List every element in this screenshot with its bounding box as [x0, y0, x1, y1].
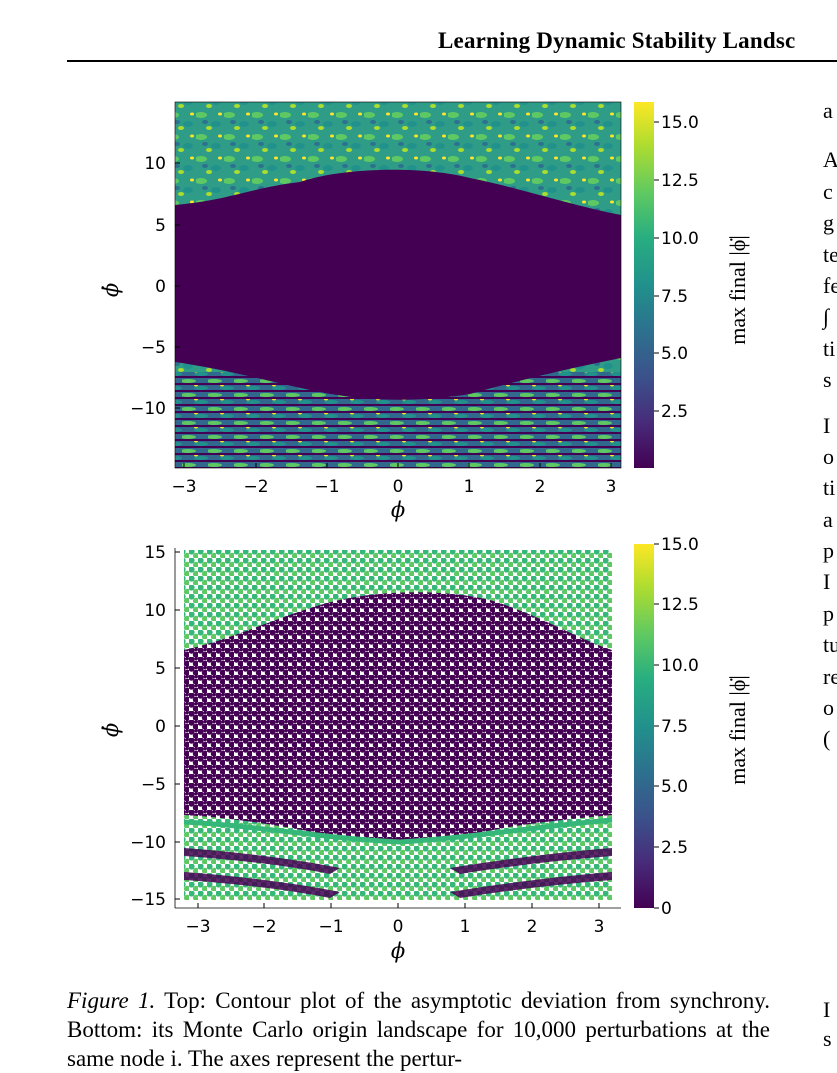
top-ytick: 0	[155, 277, 166, 297]
right-col-line: a	[823, 98, 833, 123]
right-col-line: tu	[823, 632, 837, 658]
bottom-ytick: 0	[155, 717, 166, 737]
top-ylabel: ϕ̇	[99, 283, 123, 297]
bottom-ytick: 15	[144, 543, 166, 563]
top-ytick: −5	[141, 338, 166, 358]
top-ytick: 5	[155, 216, 166, 236]
bottom-xtick: −1	[318, 917, 343, 937]
right-column-bottom: I s	[823, 995, 832, 1053]
right-col-line: A	[823, 147, 837, 173]
top-x-axis: −3 −2 −1 0 1 2 3 ϕ	[171, 463, 616, 522]
caption-label: Figure 1.	[67, 988, 156, 1013]
top-contour-plot	[174, 101, 622, 469]
top-cbtick: 12.5	[661, 171, 699, 191]
right-col-line: ti	[823, 335, 836, 361]
top-xtick: 2	[535, 477, 546, 497]
right-col-line: I	[823, 997, 831, 1022]
top-cbtick: 15.0	[661, 113, 699, 133]
bottom-colorbar: 15.0 12.5 10.0 7.5 5.0 2.5 0 max final |…	[634, 535, 750, 919]
right-col-line: o	[823, 695, 834, 721]
top-cblabel: max final |ϕ̇|	[725, 235, 750, 345]
right-col-line: s	[823, 1026, 832, 1051]
top-cbtick: 5.0	[661, 344, 688, 364]
top-cbtick: 2.5	[661, 402, 688, 422]
right-col-line: fe	[823, 272, 837, 298]
top-ytick: 10	[144, 154, 166, 174]
top-xtick: −1	[314, 477, 339, 497]
right-col-line: s	[823, 367, 832, 393]
top-xtick: −2	[243, 477, 268, 497]
top-xtick: 1	[464, 477, 475, 497]
bottom-xtick: 3	[594, 917, 605, 937]
bottom-ytick: −10	[130, 833, 166, 853]
right-col-line: p	[823, 600, 834, 626]
bottom-xtick: 2	[527, 917, 538, 937]
top-xlabel: ϕ	[391, 498, 405, 522]
bottom-cbtick: 2.5	[661, 838, 688, 858]
right-col-line: ti	[823, 475, 836, 501]
top-xtick: 3	[606, 477, 617, 497]
bottom-cblabel: max final |ϕ̇|	[725, 675, 750, 785]
top-xtick: −3	[171, 477, 196, 497]
bottom-ytick: −15	[130, 890, 166, 910]
figure-1: 10 5 0 −5 −10 ϕ̇ −3 −2 −1 0 1 2 3 ϕ 15.0…	[99, 101, 750, 963]
bottom-x-axis: −3 −2 −1 0 1 2 3 ϕ	[185, 903, 604, 963]
bottom-xtick: 0	[393, 917, 404, 937]
bottom-cbtick: 5.0	[661, 777, 688, 797]
top-ytick: −10	[130, 399, 166, 419]
right-col-line: c	[823, 178, 833, 204]
top-colorbar: 15.0 12.5 10.0 7.5 5.0 2.5 max final |ϕ̇…	[634, 102, 750, 468]
bottom-ytick: 5	[155, 659, 166, 679]
top-cbtick: 10.0	[661, 229, 699, 249]
bottom-cbtick: 12.5	[661, 595, 699, 615]
right-col-line: o	[823, 443, 834, 469]
bottom-cbtick: 7.5	[661, 717, 688, 737]
top-xtick: 0	[393, 477, 404, 497]
bottom-ylabel: ϕ̇	[99, 723, 123, 737]
bottom-xlabel: ϕ	[391, 939, 405, 963]
header-rule	[67, 60, 837, 62]
bottom-scatter-plot	[174, 548, 621, 909]
bottom-xtick: 1	[460, 917, 471, 937]
right-col-line: ∫	[823, 304, 830, 330]
right-col-line: re	[823, 663, 837, 689]
right-col-line: I	[823, 412, 831, 438]
top-y-axis: 10 5 0 −5 −10 ϕ̇	[99, 154, 180, 419]
bottom-cbtick: 0	[661, 899, 672, 919]
right-col-line: p	[823, 538, 834, 564]
right-column-text: a A c g te fe ∫ ti s I o ti a p I p tu r…	[823, 95, 837, 755]
bottom-xtick: −3	[185, 917, 210, 937]
bottom-cbtick: 10.0	[661, 656, 699, 676]
right-col-line: (	[823, 726, 831, 752]
bottom-ytick: 10	[144, 601, 166, 621]
figure-caption: Figure 1. Top: Contour plot of the asymp…	[67, 986, 770, 1073]
top-cbtick: 7.5	[661, 287, 688, 307]
bottom-ytick: −5	[141, 775, 166, 795]
right-col-line: I	[823, 569, 831, 595]
right-col-line: a	[823, 506, 833, 532]
bottom-y-axis: 15 10 5 0 −5 −10 −15 ϕ̇	[99, 543, 180, 910]
running-header-title: Learning Dynamic Stability Landsc	[438, 28, 796, 53]
right-col-line: te	[823, 241, 837, 267]
bottom-cbtick: 15.0	[661, 535, 699, 555]
caption-text: Top: Contour plot of the asymptotic devi…	[67, 988, 770, 1071]
bottom-xtick: −2	[251, 917, 276, 937]
right-col-line: g	[823, 210, 834, 236]
